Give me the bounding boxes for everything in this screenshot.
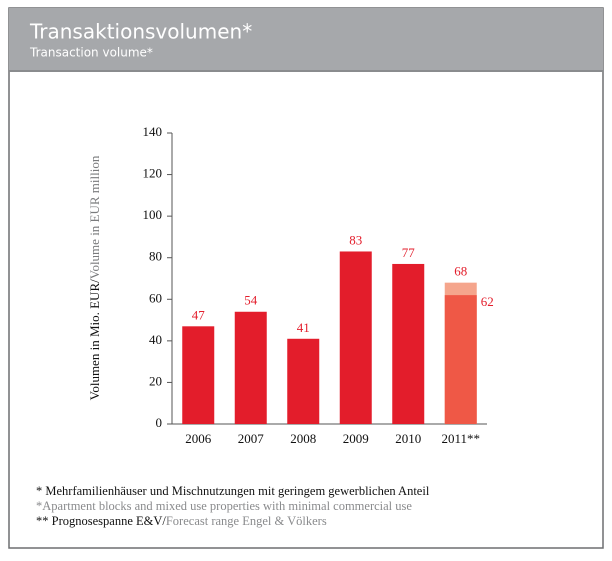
y-tick-label: 20 — [149, 373, 162, 388]
bar — [182, 326, 215, 424]
footnote-secondary: *Apartment blocks and mixed use properti… — [36, 499, 412, 513]
footnote-secondary: Forecast range Engel & Völkers — [166, 514, 327, 528]
x-tick-label: 2010 — [395, 431, 421, 446]
y-axis-label: Volumen in Mio. EUR/Volume in EUR millio… — [87, 155, 102, 400]
footnote: *Apartment blocks and mixed use properti… — [36, 499, 412, 513]
header-band — [9, 8, 603, 70]
footnotes: * Mehrfamilienhäuser und Mischnutzungen … — [36, 484, 430, 528]
y-tick-label: 100 — [143, 207, 163, 222]
x-tick-label: 2006 — [185, 431, 212, 446]
data-label: 62 — [481, 294, 494, 309]
y-tick-label: 80 — [149, 249, 162, 264]
bar — [287, 338, 320, 424]
bar — [444, 295, 477, 424]
y-label-secondary: Volume in EUR million — [87, 155, 102, 279]
footnote-primary: * Mehrfamilienhäuser und Mischnutzungen … — [36, 484, 430, 498]
x-tick-label: 2009 — [343, 431, 369, 446]
x-tick-label: 2008 — [290, 431, 316, 446]
y-tick-label: 140 — [143, 124, 163, 139]
footnote: ** Prognosespanne E&V/Forecast range Eng… — [36, 514, 327, 528]
data-label: 47 — [192, 307, 206, 322]
data-label: 68 — [454, 264, 467, 279]
footnote-primary: ** Prognosespanne E&V/ — [36, 514, 166, 528]
x-tick-label: 2011** — [441, 431, 480, 446]
y-label-primary: Volumen in Mio. EUR/ — [87, 279, 102, 400]
title: Transaktionsvolumen* — [29, 20, 252, 44]
data-label: 83 — [349, 232, 362, 247]
footnote: * Mehrfamilienhäuser und Mischnutzungen … — [36, 484, 430, 498]
y-tick-label: 60 — [149, 290, 162, 305]
data-label: 41 — [297, 320, 310, 335]
panel — [8, 7, 604, 549]
bar — [234, 311, 267, 424]
y-tick-label: 120 — [143, 166, 163, 181]
data-label: 77 — [402, 245, 416, 260]
x-tick-label: 2007 — [238, 431, 265, 446]
bar — [392, 263, 425, 424]
data-label: 54 — [244, 293, 258, 308]
header-rule — [9, 70, 603, 72]
subtitle: Transaction volume* — [29, 46, 153, 60]
y-tick-label: 0 — [156, 415, 163, 430]
bar — [339, 251, 372, 424]
y-tick-label: 40 — [149, 332, 162, 347]
